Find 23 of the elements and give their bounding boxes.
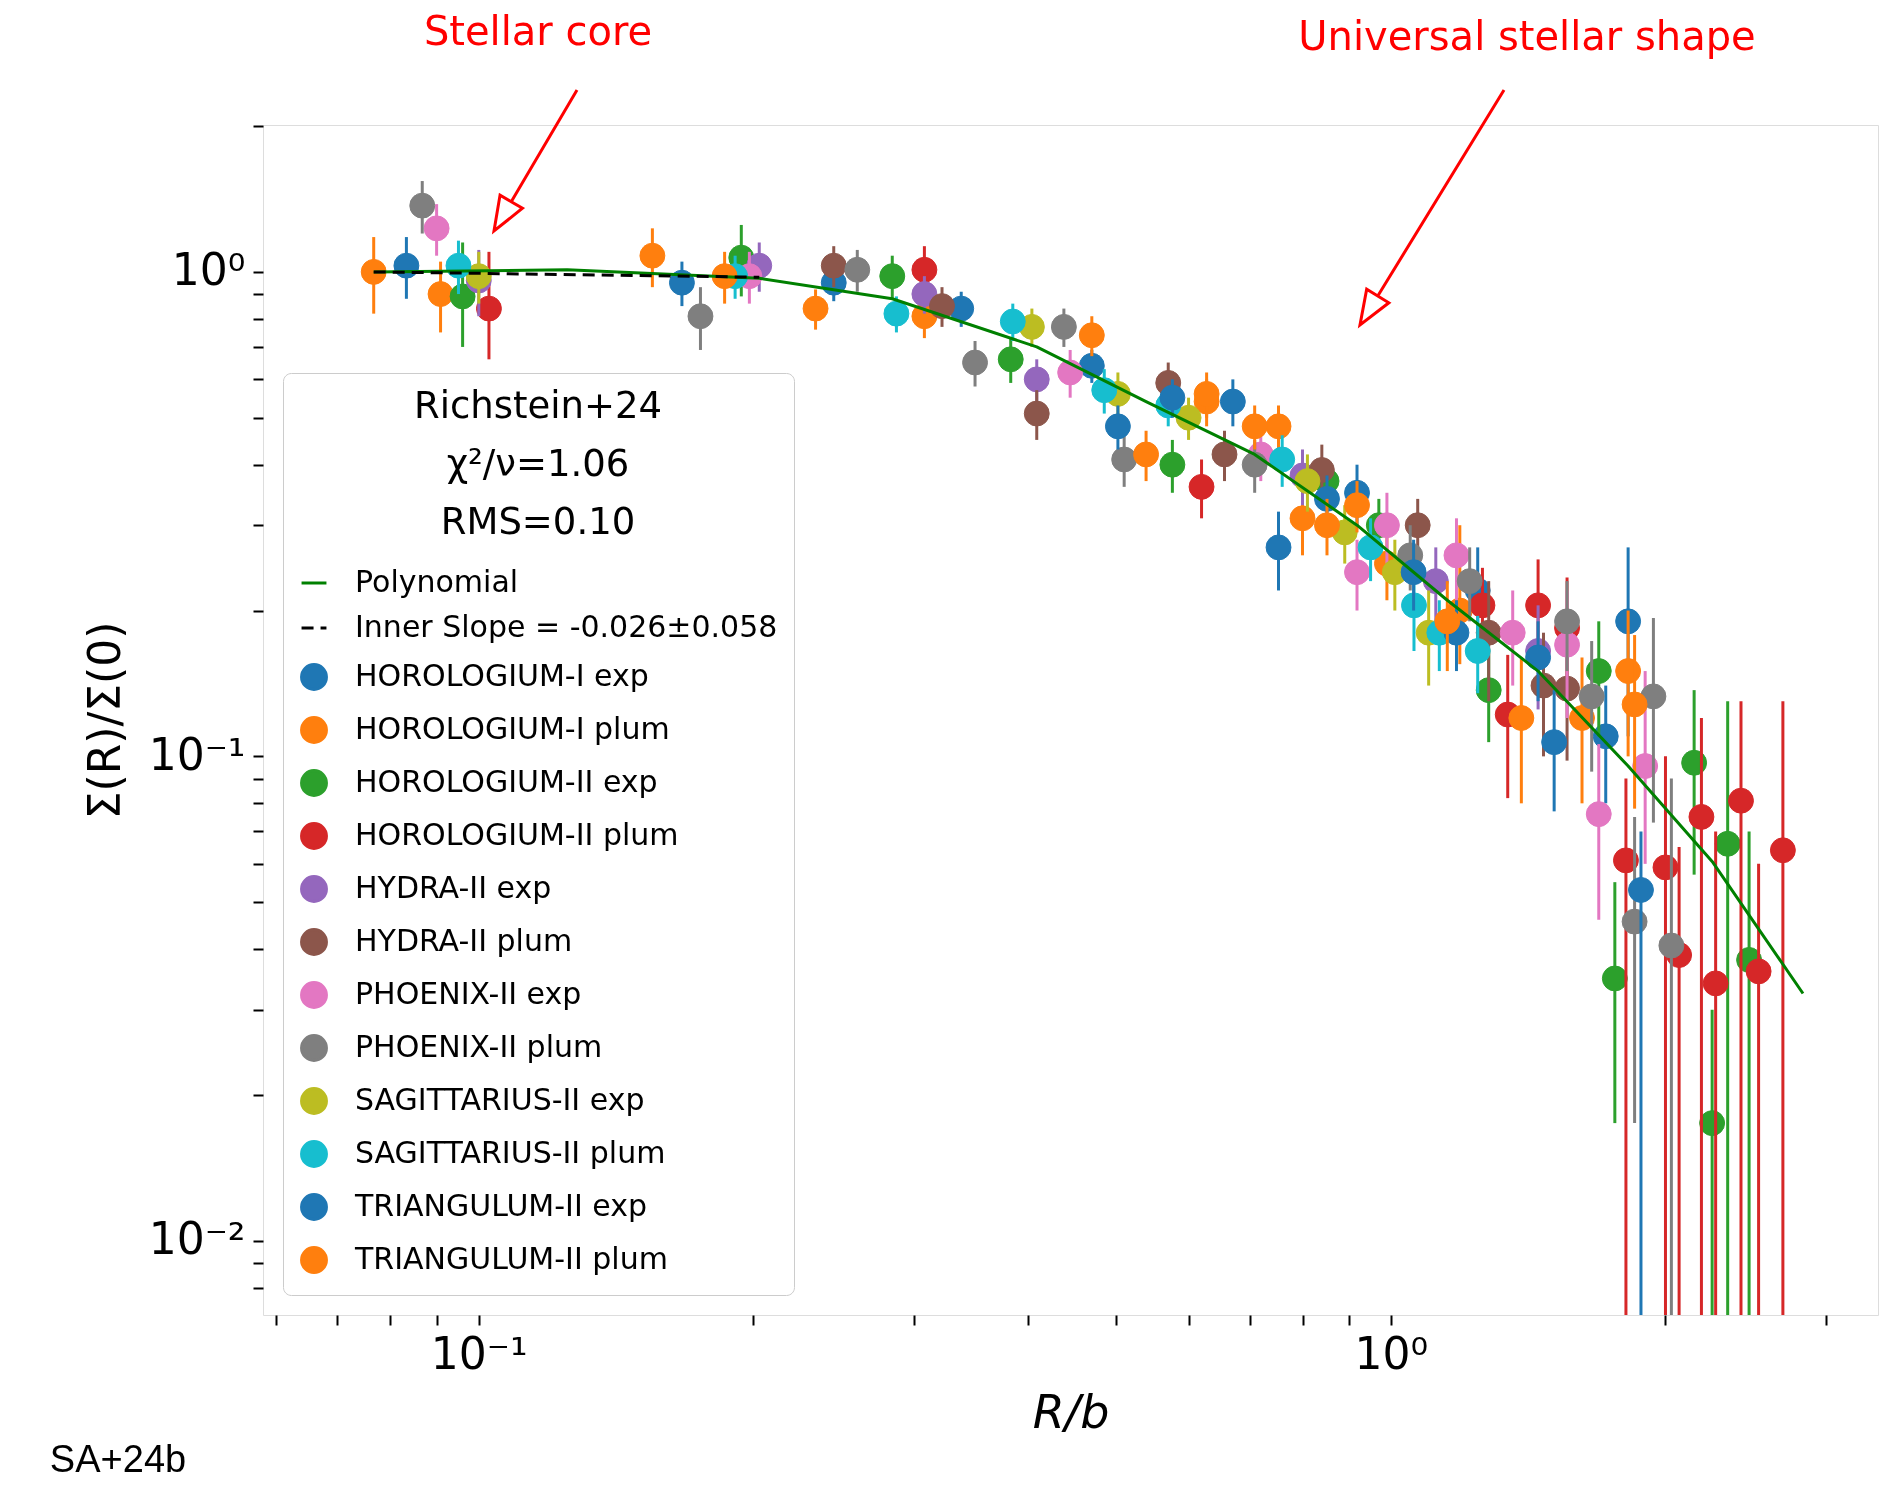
x-axis-title: R/b xyxy=(1032,1384,1110,1439)
y-tick-label: 10⁰ xyxy=(171,244,246,296)
legend-label: PHOENIX-II exp xyxy=(355,976,582,1011)
legend-label: Polynomial xyxy=(355,564,519,599)
text: Stellar core xyxy=(423,8,653,54)
legend-label: HOROLOGIUM-II plum xyxy=(355,817,679,852)
y-tick-label: 10⁻² xyxy=(148,1213,246,1265)
text: Universal stellar shape xyxy=(1298,13,1756,59)
legend-title: Richstein+24 χ²/ν=1.06 RMS=0.10 xyxy=(413,384,663,543)
legend-label: PHOENIX-II plum xyxy=(355,1029,603,1064)
legend-label: HYDRA-II plum xyxy=(355,923,573,958)
legend-label: HOROLOGIUM-I plum xyxy=(355,711,670,746)
legend-label: SAGITTARIUS-II plum xyxy=(355,1135,666,1170)
y-axis-title: Σ(R)/Σ(0) xyxy=(78,621,130,820)
legend-label: SAGITTARIUS-II exp xyxy=(355,1082,645,1117)
legend-label: HYDRA-II exp xyxy=(355,870,552,905)
legend-label: TRIANGULUM-II exp xyxy=(354,1188,648,1223)
y-tick-label: 10⁻¹ xyxy=(148,728,246,780)
text: SA+24b xyxy=(49,1438,187,1480)
legend-label: Inner Slope = -0.026±0.058 xyxy=(355,609,778,644)
legend-label: HOROLOGIUM-I exp xyxy=(355,658,649,693)
legend-label: TRIANGULUM-II plum xyxy=(354,1241,668,1276)
legend-label: HOROLOGIUM-II exp xyxy=(355,764,658,799)
